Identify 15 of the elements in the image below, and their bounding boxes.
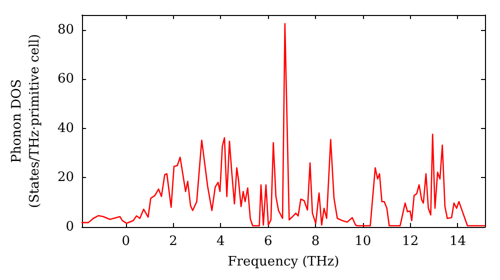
x-tick-label: 8	[311, 234, 320, 249]
x-tick-label: 6	[264, 234, 272, 249]
x-tick-label: 0	[122, 234, 130, 249]
x-tick-label: 14	[449, 234, 466, 249]
x-tick-label: 10	[354, 234, 372, 249]
y-tick-label: 60	[57, 72, 74, 87]
y-tick-label: 20	[57, 170, 74, 186]
y-tick-label: 0	[66, 220, 74, 234]
x-tick-label: 2	[169, 234, 178, 249]
y-tick-label: 40	[57, 120, 74, 136]
x-axis-title: Frequency (THz)	[228, 254, 340, 270]
x-tick-label: 4	[216, 234, 225, 249]
x-tick-label: 12	[402, 234, 419, 249]
y-tick-label: 80	[57, 22, 74, 38]
y-axis-title: Phonon DOS (States/THz·primitive cell)	[10, 34, 42, 208]
